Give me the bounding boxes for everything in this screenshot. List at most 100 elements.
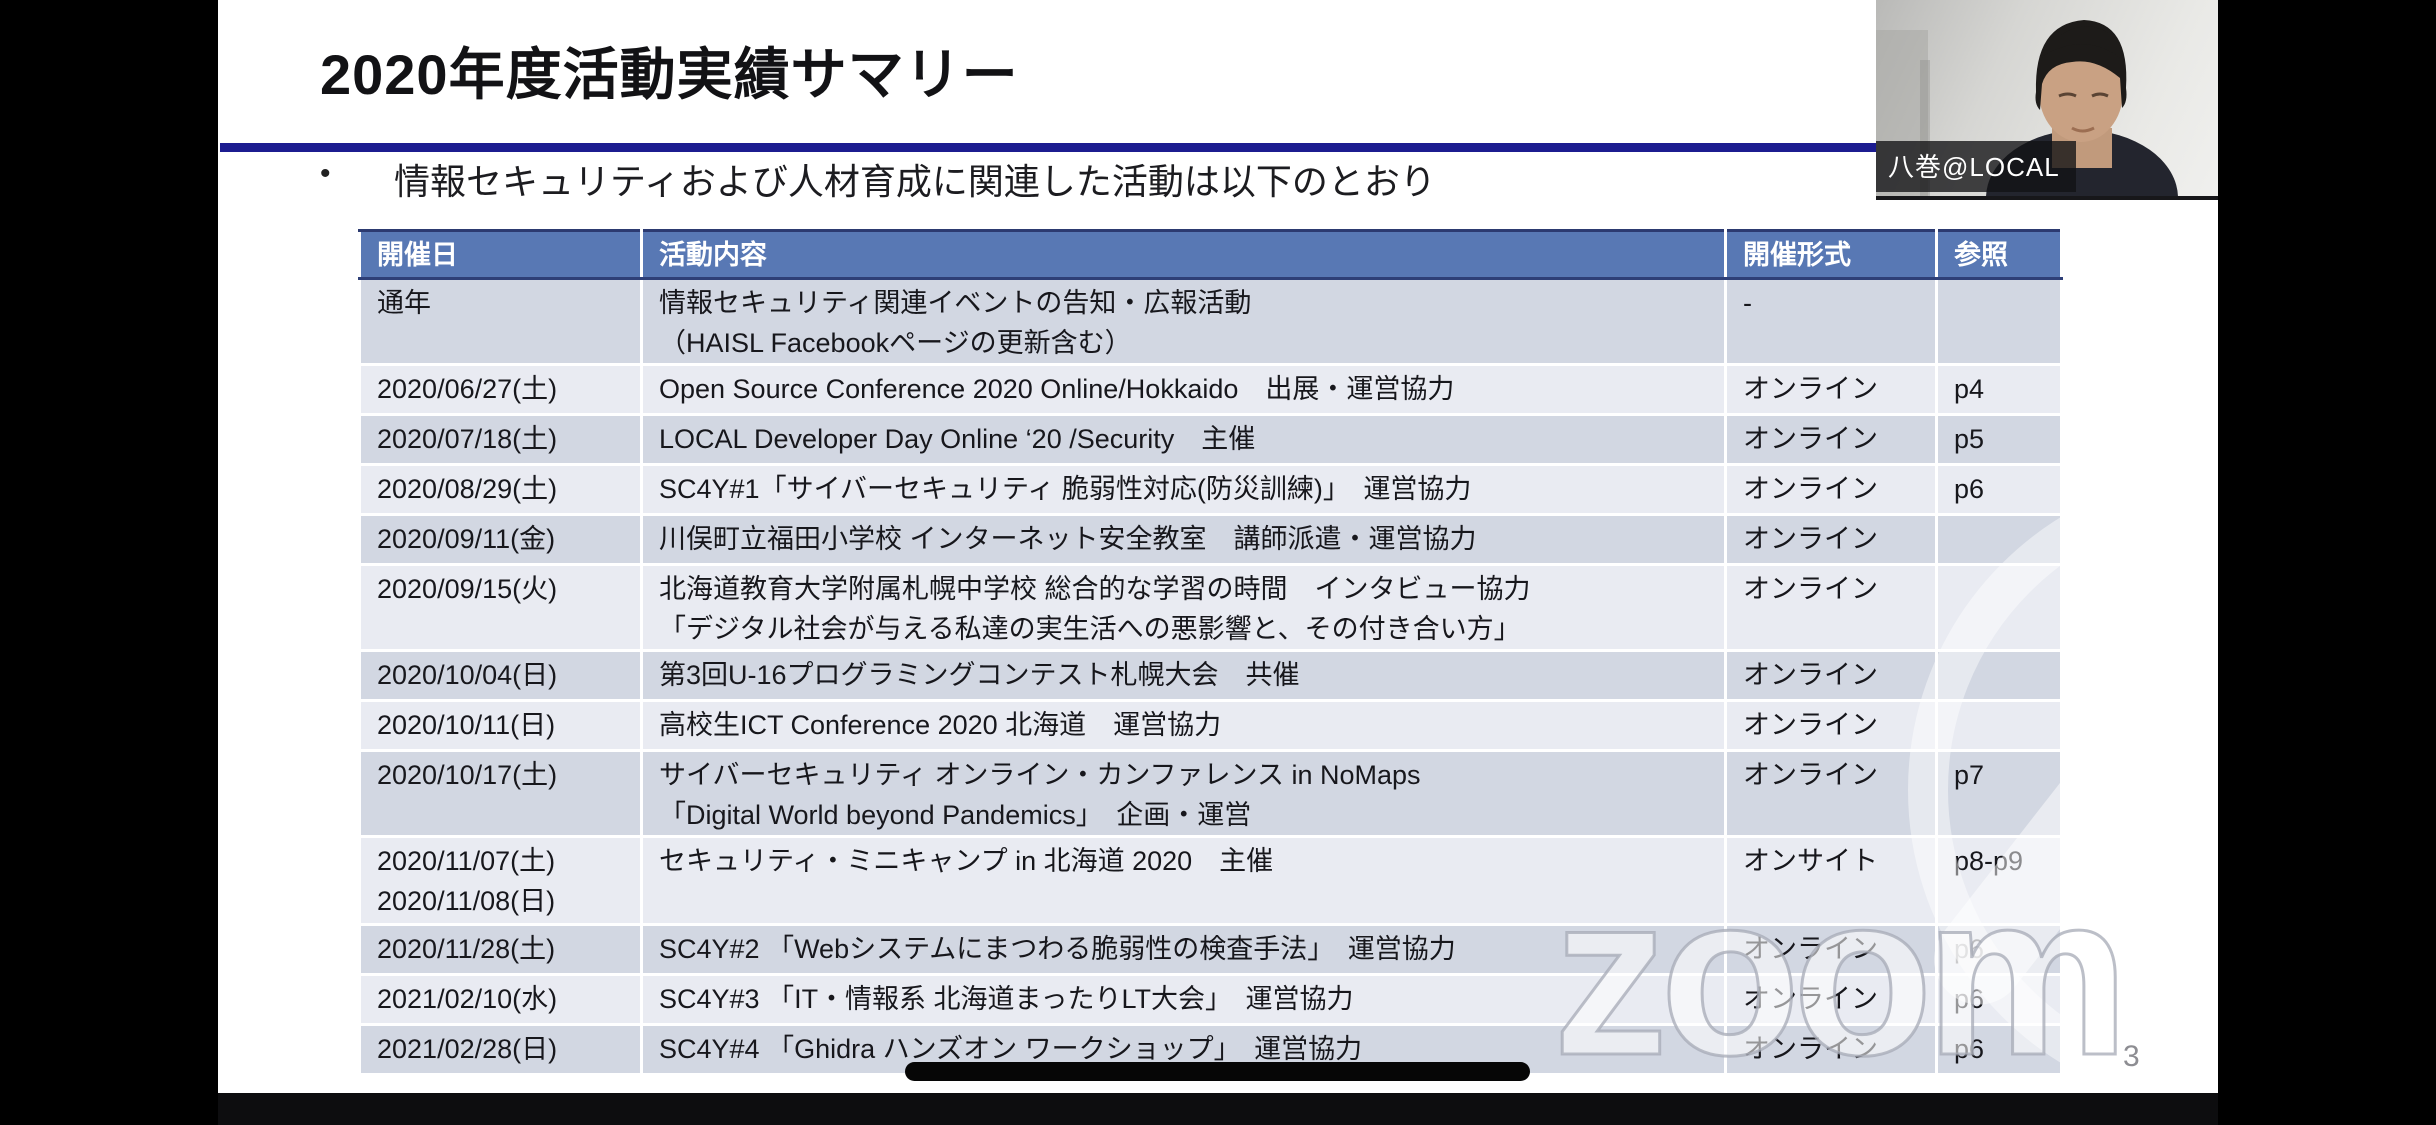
cell-format: オンライン	[1724, 923, 1938, 976]
activity-line: サイバーセキュリティ オンライン・カンファレンス in NoMaps	[659, 760, 1421, 790]
cell-activity: 情報セキュリティ関連イベントの告知・広報活動 （HAISL Facebookページ…	[640, 277, 1727, 366]
activity-line: LOCAL Developer Day Online ‘20 /Security…	[659, 424, 1256, 454]
cell-format: オンライン	[1724, 463, 1938, 516]
bullet-text: 情報セキュリティおよび人材育成に関連した活動は以下のとおり	[394, 161, 1436, 202]
table-row: 2020/10/17(土) サイバーセキュリティ オンライン・カンファレンス i…	[358, 749, 2063, 838]
cell-date: 2020/10/17(土)	[358, 749, 643, 838]
cell-activity: 川俣町立福田小学校 インターネット安全教室 講師派遣・運営協力	[640, 513, 1727, 566]
cell-format: オンライン	[1724, 1023, 1938, 1076]
cell-format: オンライン	[1724, 563, 1938, 652]
cell-date: 2020/11/07(土) 2020/11/08(日)	[358, 835, 643, 926]
participant-name-label: 八巻@LOCAL	[1876, 141, 2076, 192]
date-line: 通年	[377, 288, 431, 318]
cell-format: オンライン	[1724, 413, 1938, 466]
cell-activity: 高校生ICT Conference 2020 北海道 運営協力	[640, 699, 1727, 752]
slide-page-number: 3	[2123, 1040, 2140, 1073]
header-format: 開催形式	[1724, 229, 1938, 280]
date-line: 2021/02/10(水)	[377, 984, 558, 1014]
activity-line: 「デジタル社会が与える私達の実生活への悪影響と、その付き合い方」	[659, 614, 1521, 644]
table-row: 2020/07/18(土) LOCAL Developer Day Online…	[358, 413, 2063, 466]
table-row: 2020/10/11(日) 高校生ICT Conference 2020 北海道…	[358, 699, 2063, 752]
table-row: 2021/02/10(水) SC4Y#3 「IT・情報系 北海道まったりLT大会…	[358, 973, 2063, 1026]
letterbox-right	[2218, 0, 2436, 1125]
cell-activity: 北海道教育大学附属札幌中学校 総合的な学習の時間 インタビュー協力 「デジタル社会…	[640, 563, 1727, 652]
cell-format: オンライン	[1724, 973, 1938, 1026]
bottom-edge-strip	[218, 1093, 2218, 1125]
cell-ref: p6	[1935, 923, 2063, 976]
letterbox-left	[0, 0, 218, 1125]
bullet-icon: •	[320, 157, 331, 190]
header-ref: 参照	[1935, 229, 2063, 280]
cell-activity: SC4Y#3 「IT・情報系 北海道まったりLT大会」 運営協力	[640, 973, 1727, 1026]
date-line: 2020/10/04(日)	[377, 660, 558, 690]
table-row: 2020/10/04(日) 第3回U-16プログラミングコンテスト札幌大会 共催…	[358, 649, 2063, 702]
participant-video-tile[interactable]: 八巻@LOCAL	[1876, 0, 2218, 200]
cell-date: 2020/11/28(土)	[358, 923, 643, 976]
cell-ref	[1935, 699, 2063, 752]
cell-date: 2020/09/15(火)	[358, 563, 643, 652]
date-line: 2020/09/11(金)	[377, 524, 556, 554]
cell-ref: p6	[1935, 1023, 2063, 1076]
cell-format: オンライン	[1724, 699, 1938, 752]
cell-date: 2021/02/10(水)	[358, 973, 643, 1026]
activity-line: 情報セキュリティ関連イベントの告知・広報活動	[659, 288, 1252, 318]
date-line: 2020/09/15(火)	[377, 574, 558, 604]
cell-format: オンライン	[1724, 749, 1938, 838]
date-line: 2020/06/27(土)	[377, 374, 558, 404]
cell-ref: p7	[1935, 749, 2063, 838]
cell-date: 2020/07/18(土)	[358, 413, 643, 466]
table-row: 2020/09/11(金) 川俣町立福田小学校 インターネット安全教室 講師派遣…	[358, 513, 2063, 566]
header-activity: 活動内容	[640, 229, 1727, 280]
shared-screen: 2020年度活動実績サマリー • 情報セキュリティおよび人材育成に関連した活動は…	[218, 0, 2218, 1125]
activity-line: SC4Y#3 「IT・情報系 北海道まったりLT大会」 運営協力	[659, 984, 1354, 1014]
date-line: 2020/08/29(土)	[377, 474, 558, 504]
cell-activity: サイバーセキュリティ オンライン・カンファレンス in NoMaps 「Digit…	[640, 749, 1727, 838]
cell-activity: SC4Y#1「サイバーセキュリティ 脆弱性対応(防災訓練)」 運営協力	[640, 463, 1727, 516]
cell-date: 2020/10/11(日)	[358, 699, 643, 752]
cell-ref: p8-p9	[1935, 835, 2063, 926]
activity-line: SC4Y#4 「Ghidra ハンズオン ワークショップ」 運営協力	[659, 1034, 1363, 1064]
activity-line: SC4Y#2 「Webシステムにまつわる脆弱性の検査手法」 運営協力	[659, 934, 1456, 964]
cell-ref: p5	[1935, 413, 2063, 466]
cell-format: オンライン	[1724, 363, 1938, 416]
cell-format: オンライン	[1724, 513, 1938, 566]
cell-ref: p4	[1935, 363, 2063, 416]
cell-date: 2020/06/27(土)	[358, 363, 643, 416]
cell-format: オンサイト	[1724, 835, 1938, 926]
date-line: 2021/02/28(日)	[377, 1034, 558, 1064]
activity-line: Open Source Conference 2020 Online/Hokka…	[659, 374, 1455, 404]
date-line: 2020/11/08(日)	[377, 886, 556, 916]
home-indicator[interactable]	[905, 1062, 1530, 1081]
table-row: 2020/06/27(土) Open Source Conference 202…	[358, 363, 2063, 416]
activity-table: 開催日 活動内容 開催形式 参照 通年 情報セキュリティ関連イベントの告知・広報…	[358, 229, 2063, 1076]
activity-line: 「Digital World beyond Pandemics」 企画・運営	[659, 800, 1252, 830]
title-divider	[220, 143, 1876, 152]
cell-format: オンライン	[1724, 649, 1938, 702]
cell-date: 2020/10/04(日)	[358, 649, 643, 702]
cell-activity: セキュリティ・ミニキャンプ in 北海道 2020 主催	[640, 835, 1727, 926]
cell-activity: LOCAL Developer Day Online ‘20 /Security…	[640, 413, 1727, 466]
cell-ref	[1935, 513, 2063, 566]
cell-date: 通年	[358, 277, 643, 366]
cell-format: -	[1724, 277, 1938, 366]
cell-activity: 第3回U-16プログラミングコンテスト札幌大会 共催	[640, 649, 1727, 702]
table-row: 2020/08/29(土) SC4Y#1「サイバーセキュリティ 脆弱性対応(防災…	[358, 463, 2063, 516]
table-header-row: 開催日 活動内容 開催形式 参照	[358, 229, 2063, 280]
table-row: 2020/09/15(火) 北海道教育大学附属札幌中学校 総合的な学習の時間 イ…	[358, 563, 2063, 652]
table-row: 2020/11/28(土) SC4Y#2 「Webシステムにまつわる脆弱性の検査…	[358, 923, 2063, 976]
date-line: 2020/11/28(土)	[377, 934, 556, 964]
cell-date: 2021/02/28(日)	[358, 1023, 643, 1076]
date-line: 2020/10/11(日)	[377, 710, 556, 740]
activity-line: 川俣町立福田小学校 インターネット安全教室 講師派遣・運営協力	[659, 524, 1477, 554]
cell-date: 2020/08/29(土)	[358, 463, 643, 516]
activity-line: 第3回U-16プログラミングコンテスト札幌大会 共催	[659, 660, 1300, 690]
cell-date: 2020/09/11(金)	[358, 513, 643, 566]
slide-title: 2020年度活動実績サマリー	[320, 43, 1019, 106]
activity-line: 高校生ICT Conference 2020 北海道 運営協力	[659, 710, 1222, 740]
header-date: 開催日	[358, 229, 643, 280]
date-line: 2020/10/17(土)	[377, 760, 558, 790]
activity-line: セキュリティ・ミニキャンプ in 北海道 2020 主催	[659, 846, 1274, 876]
activity-line: SC4Y#1「サイバーセキュリティ 脆弱性対応(防災訓練)」 運営協力	[659, 474, 1472, 504]
activity-line: 北海道教育大学附属札幌中学校 総合的な学習の時間 インタビュー協力	[659, 574, 1531, 604]
date-line: 2020/11/07(土)	[377, 846, 556, 876]
